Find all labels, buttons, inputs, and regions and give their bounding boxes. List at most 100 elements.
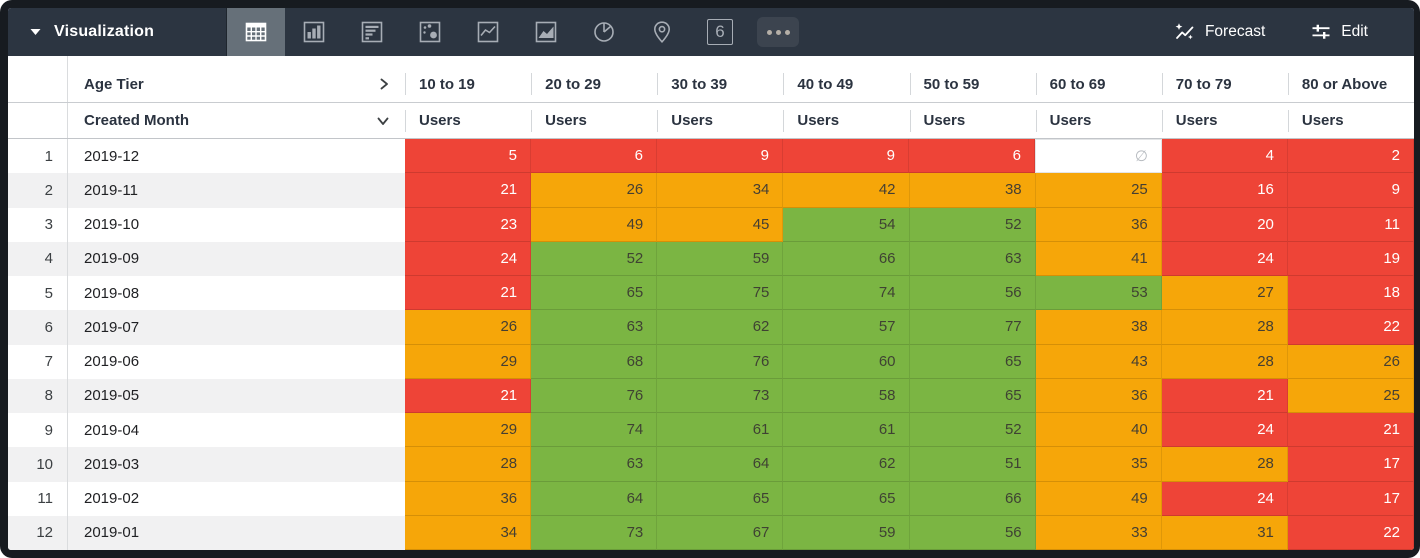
measure-header[interactable]: Users bbox=[1162, 103, 1288, 138]
data-cell[interactable]: 24 bbox=[1161, 413, 1288, 448]
data-cell[interactable]: 56 bbox=[909, 276, 1036, 311]
data-cell[interactable]: 62 bbox=[783, 447, 910, 482]
data-cell[interactable]: 35 bbox=[1035, 447, 1162, 482]
data-cell[interactable]: 43 bbox=[1035, 344, 1162, 379]
data-cell[interactable]: 28 bbox=[1161, 344, 1288, 379]
data-cell[interactable]: 27 bbox=[1161, 276, 1288, 311]
area-chart-vis-icon[interactable] bbox=[517, 8, 575, 56]
data-cell[interactable]: 38 bbox=[909, 173, 1036, 208]
data-cell[interactable]: 21 bbox=[405, 276, 532, 311]
data-cell[interactable]: 66 bbox=[783, 241, 910, 276]
edit-button[interactable]: Edit bbox=[1311, 22, 1368, 42]
row-label[interactable]: 2019-07 bbox=[68, 310, 405, 345]
data-cell[interactable]: 28 bbox=[1161, 310, 1288, 345]
data-cell[interactable]: 52 bbox=[531, 241, 658, 276]
data-cell[interactable]: 26 bbox=[1287, 344, 1414, 379]
data-cell[interactable]: 53 bbox=[1035, 276, 1162, 311]
data-cell[interactable]: 52 bbox=[909, 413, 1036, 448]
measure-header[interactable]: Users bbox=[783, 103, 909, 138]
row-field-header[interactable]: Created Month bbox=[68, 103, 405, 138]
data-cell[interactable]: 65 bbox=[909, 344, 1036, 379]
data-cell[interactable]: 33 bbox=[1035, 515, 1162, 550]
data-cell[interactable]: 75 bbox=[657, 276, 784, 311]
scatter-vis-icon[interactable] bbox=[401, 8, 459, 56]
row-label[interactable]: 2019-05 bbox=[68, 378, 405, 413]
data-cell[interactable]: 25 bbox=[1035, 173, 1162, 208]
data-cell[interactable]: 9 bbox=[657, 139, 783, 174]
data-cell[interactable]: 11 bbox=[1287, 207, 1414, 242]
data-cell[interactable]: 29 bbox=[405, 344, 532, 379]
data-cell[interactable]: 17 bbox=[1287, 447, 1414, 482]
measure-header[interactable]: Users bbox=[657, 103, 783, 138]
data-cell[interactable]: 9 bbox=[1287, 173, 1414, 208]
measure-header[interactable]: Users bbox=[1288, 103, 1414, 138]
data-cell[interactable]: 21 bbox=[405, 173, 532, 208]
data-cell[interactable]: 63 bbox=[909, 241, 1036, 276]
data-cell[interactable]: 17 bbox=[1287, 481, 1414, 516]
data-cell[interactable]: 4 bbox=[1162, 139, 1288, 174]
data-cell[interactable]: 59 bbox=[657, 241, 784, 276]
data-cell[interactable]: 64 bbox=[531, 481, 658, 516]
measure-header[interactable]: Users bbox=[405, 103, 531, 138]
data-cell[interactable]: 16 bbox=[1161, 173, 1288, 208]
null-data-cell[interactable]: ∅ bbox=[1035, 139, 1162, 174]
data-cell[interactable]: 65 bbox=[657, 481, 784, 516]
data-cell[interactable]: 28 bbox=[405, 447, 532, 482]
data-cell[interactable]: 31 bbox=[1161, 515, 1288, 550]
data-cell[interactable]: 74 bbox=[783, 276, 910, 311]
data-cell[interactable]: 36 bbox=[1035, 378, 1162, 413]
data-cell[interactable]: 21 bbox=[1287, 413, 1414, 448]
pivot-value-header[interactable]: 30 to 39 bbox=[657, 56, 783, 102]
data-cell[interactable]: 34 bbox=[405, 515, 532, 550]
data-cell[interactable]: 64 bbox=[657, 447, 784, 482]
data-cell[interactable]: 61 bbox=[657, 413, 784, 448]
data-cell[interactable]: 52 bbox=[909, 207, 1036, 242]
data-cell[interactable]: 51 bbox=[909, 447, 1036, 482]
data-cell[interactable]: 41 bbox=[1035, 241, 1162, 276]
pivot-value-header[interactable]: 80 or Above bbox=[1288, 56, 1414, 102]
data-cell[interactable]: 24 bbox=[405, 241, 532, 276]
data-cell[interactable]: 26 bbox=[405, 310, 532, 345]
data-cell[interactable]: 38 bbox=[1035, 310, 1162, 345]
data-cell[interactable]: 65 bbox=[909, 378, 1036, 413]
bar-chart-vis-icon[interactable] bbox=[343, 8, 401, 56]
pivot-value-header[interactable]: 10 to 19 bbox=[405, 56, 531, 102]
data-cell[interactable]: 56 bbox=[909, 515, 1036, 550]
data-cell[interactable]: 2 bbox=[1288, 139, 1414, 174]
map-pin-vis-icon[interactable] bbox=[633, 8, 691, 56]
data-cell[interactable]: 68 bbox=[531, 344, 658, 379]
data-cell[interactable]: 66 bbox=[909, 481, 1036, 516]
data-cell[interactable]: 22 bbox=[1287, 310, 1414, 345]
data-cell[interactable]: 36 bbox=[1035, 207, 1162, 242]
data-cell[interactable]: 18 bbox=[1287, 276, 1414, 311]
single-value-vis-icon[interactable]: 6 bbox=[691, 8, 749, 56]
data-cell[interactable]: 65 bbox=[531, 276, 658, 311]
data-cell[interactable]: 73 bbox=[657, 378, 784, 413]
data-cell[interactable]: 25 bbox=[1287, 378, 1414, 413]
data-cell[interactable]: 34 bbox=[657, 173, 784, 208]
row-label[interactable]: 2019-11 bbox=[68, 173, 405, 208]
data-cell[interactable]: 54 bbox=[783, 207, 910, 242]
data-cell[interactable]: 6 bbox=[909, 139, 1035, 174]
data-cell[interactable]: 45 bbox=[657, 207, 784, 242]
row-label[interactable]: 2019-06 bbox=[84, 353, 140, 371]
pie-chart-vis-icon[interactable] bbox=[575, 8, 633, 56]
data-cell[interactable]: 62 bbox=[657, 310, 784, 345]
data-cell[interactable]: 9 bbox=[783, 139, 909, 174]
data-cell[interactable]: 40 bbox=[1035, 413, 1162, 448]
data-cell[interactable]: 29 bbox=[405, 413, 532, 448]
row-label[interactable]: 2019-10 bbox=[84, 216, 140, 234]
data-cell[interactable]: 19 bbox=[1287, 241, 1414, 276]
data-cell[interactable]: 23 bbox=[405, 207, 532, 242]
data-cell[interactable]: 21 bbox=[405, 378, 532, 413]
row-label[interactable]: 2019-03 bbox=[68, 447, 405, 482]
data-cell[interactable]: 63 bbox=[531, 310, 658, 345]
column-chart-vis-icon[interactable] bbox=[285, 8, 343, 56]
data-cell[interactable]: 65 bbox=[783, 481, 910, 516]
data-cell[interactable]: 26 bbox=[531, 173, 658, 208]
pivot-value-header[interactable]: 40 to 49 bbox=[783, 56, 909, 102]
row-label[interactable]: 2019-09 bbox=[68, 241, 405, 276]
measure-header[interactable]: Users bbox=[531, 103, 657, 138]
data-cell[interactable]: 58 bbox=[783, 378, 910, 413]
pivot-field-header[interactable]: Age Tier bbox=[68, 56, 405, 102]
